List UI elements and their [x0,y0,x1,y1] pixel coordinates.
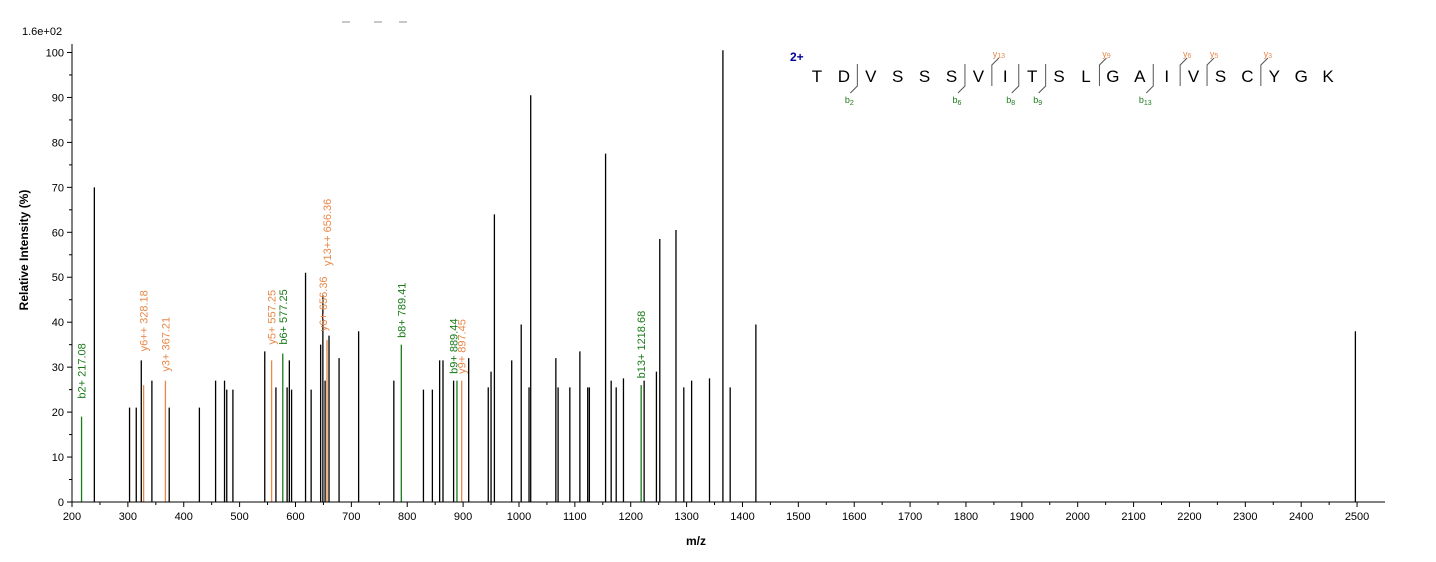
y-ion-bracket [1206,57,1215,86]
y-ion-bracket [991,57,1000,86]
residue: T [1027,67,1037,86]
y-tick-label: 10 [52,452,64,464]
y-axis-title: Relative Intensity (%) [17,190,31,311]
x-tick-label: 1500 [786,511,810,523]
x-tick-label: 900 [454,511,472,523]
x-tick-label: 2200 [1177,511,1201,523]
peak-annotation: y6++ 328.18 [139,290,151,351]
b-ion-label: b2 [845,95,854,107]
residue: V [865,67,877,86]
b-ion-bracket [1011,64,1020,94]
y-ticks: 0 10 20 30 40 50 60 70 80 90 100 [46,47,72,509]
y-ion-label: y6 [1183,49,1192,60]
residue: I [1003,67,1008,86]
residue: S [1053,67,1064,86]
peaks [80,50,1357,502]
y-ion-label: y13 [993,49,1005,60]
b-ion-label: b9 [1033,95,1042,107]
residue: C [1241,67,1253,86]
residue: Y [1269,67,1280,86]
b-ion-bracket [1145,64,1154,94]
residue: L [1081,67,1090,86]
x-tick-label: 1300 [674,511,698,523]
y-tick-label: 50 [52,272,64,284]
y-ion-label: y3 [1264,49,1273,60]
peak-annotation: b2+ 217.08 [77,343,89,398]
y-ion-bracket [1179,57,1188,86]
x-tick-label: 700 [342,511,360,523]
peak-annotation: b6+ 577.25 [278,289,290,344]
residue: S [919,67,930,86]
y-tick-label: 30 [52,362,64,374]
residue: K [1322,67,1334,86]
peak-annotation: y3+ 367.21 [160,317,172,372]
y-tick-label: 20 [52,407,64,419]
x-tick-label: 1100 [563,511,587,523]
y-ion-label: y9 [1102,49,1111,60]
peak-annotation: y6+ 656.36 [318,276,330,331]
x-ticks: 200 300 400 500 600 700 800 900 1000 1100 1200 1300… [63,502,1369,523]
residue: G [1106,67,1119,86]
y-tick-label: 0 [58,497,64,509]
b-ion-bracket [1038,64,1047,94]
residue: S [892,67,903,86]
y-tick-label: 100 [46,47,64,59]
y-tick-label: 80 [52,137,64,149]
y-tick-label: 40 [52,317,64,329]
peak-annotation: y9+ 897.45 [457,319,469,374]
charge-state-label: 2+ [790,50,804,64]
x-tick-label: 200 [63,511,81,523]
axes [71,44,1385,503]
y-tick-label: 60 [52,227,64,239]
peak-annotations: b2+ 217.08 y6++ 328.18 y3+ 367.21 y5+ 557.2… [77,199,649,399]
x-tick-label: 300 [119,511,137,523]
residue: S [946,67,957,86]
x-tick-label: 600 [286,511,304,523]
x-tick-label: 500 [230,511,248,523]
y-ion-label: y5 [1210,49,1219,60]
x-tick-label: 2500 [1345,511,1369,523]
x-tick-label: 400 [175,511,193,523]
x-tick-label: 2000 [1065,511,1089,523]
b-ion-label: b13 [1139,95,1152,107]
residue: D [838,67,850,86]
residue: V [1188,67,1200,86]
x-tick-label: 1400 [730,511,754,523]
b-ion-bracket [849,64,858,94]
x-tick-label: 1800 [954,511,978,523]
residue: A [1134,67,1146,86]
b-ion-label: b8 [1006,95,1015,107]
y-tick-label: 70 [52,182,64,194]
peak-annotation: b9+ 889.44 [449,319,461,374]
x-tick-label: 2300 [1233,511,1257,523]
x-tick-label: 1000 [507,511,531,523]
residue: I [1164,67,1169,86]
x-tick-label: 1200 [618,511,642,523]
x-tick-label: 1700 [898,511,922,523]
max-intensity-label: 1.6e+02 [22,26,62,38]
peak-annotation: y13++ 656.36 [322,199,334,266]
b-ion-label: b6 [952,95,961,107]
peak-annotation: b13+ 1218.68 [636,311,648,379]
peak-annotation: b8+ 789.41 [396,283,408,338]
x-tick-label: 1600 [842,511,866,523]
y-ion-bracket [1260,57,1269,86]
x-tick-label: 1900 [1010,511,1034,523]
x-tick-label: 2400 [1289,511,1313,523]
residue: S [1215,67,1226,86]
peak-annotation: y5+ 557.25 [267,290,279,345]
x-tick-label: 800 [398,511,416,523]
x-tick-label: 2100 [1121,511,1145,523]
x-axis-title: m/z [686,534,706,548]
residue: G [1295,67,1308,86]
y-ion-bracket [1098,57,1107,86]
residue: V [973,67,985,86]
y-tick-label: 90 [52,92,64,104]
residue: T [812,67,822,86]
b-ion-bracket [957,64,966,94]
